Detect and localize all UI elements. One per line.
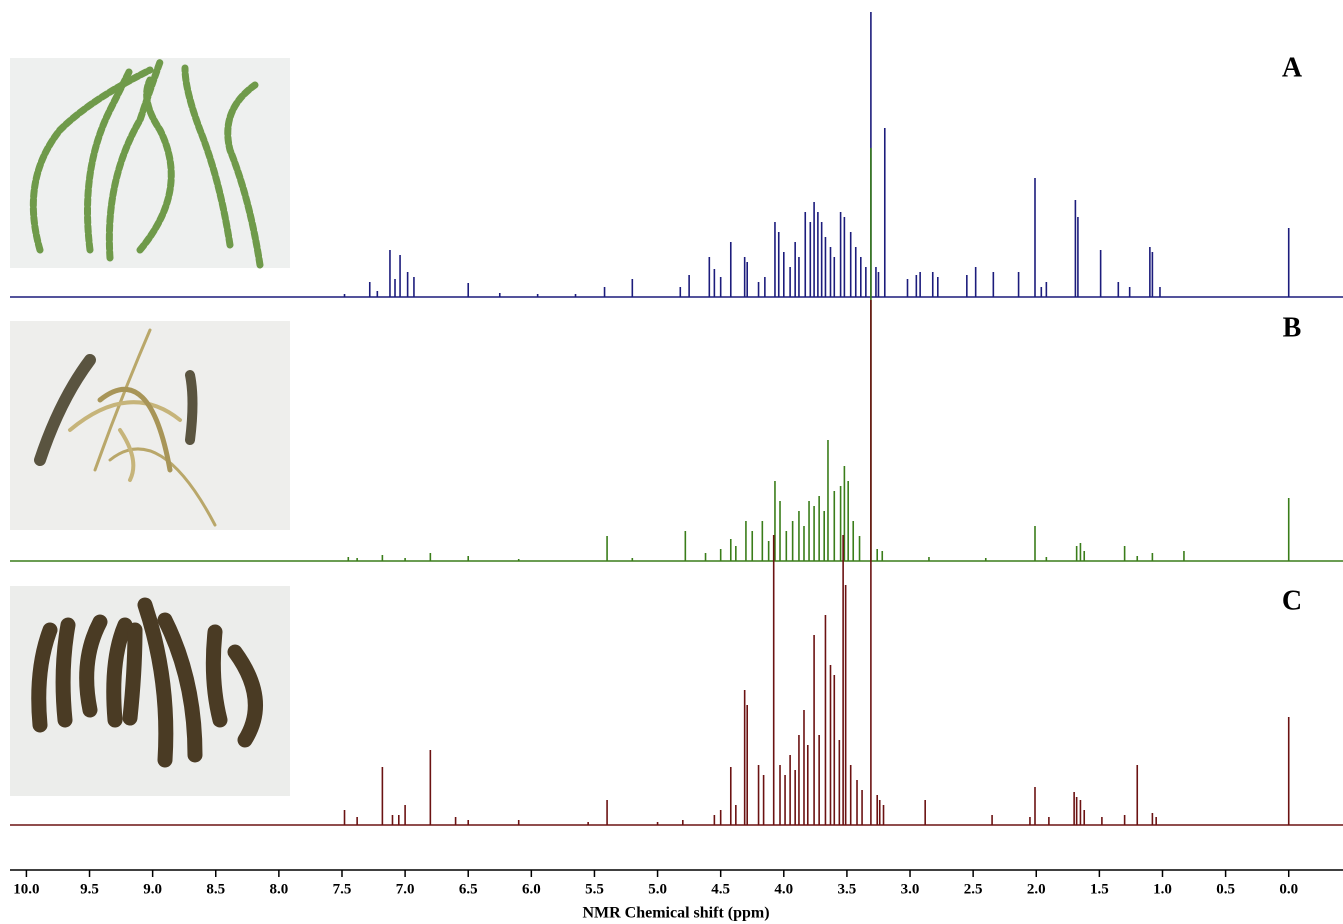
x-tick-label: 6.5 [459,881,478,897]
x-tick-label: 0.5 [1216,881,1235,897]
x-tick-label: 0.0 [1279,881,1298,897]
legend-label: B [1283,312,1302,343]
x-tick-label: 3.0 [901,881,920,897]
legend-label: A [1282,52,1303,83]
x-tick-label: 9.0 [143,881,162,897]
x-tick-label: 1.0 [1153,881,1172,897]
x-tick-label: 7.0 [396,881,415,897]
x-axis-title: NMR Chemical shift (ppm) [582,905,769,922]
x-tick-label: 5.0 [648,881,667,897]
legend-label: C [1282,585,1302,616]
x-tick-label: 7.5 [333,881,352,897]
x-tick-label: 4.0 [774,881,793,897]
x-tick-label: 6.0 [522,881,541,897]
x-tick-label: 9.5 [80,881,99,897]
x-tick-label: 5.5 [585,881,604,897]
x-tick-label: 4.5 [711,881,730,897]
x-tick-label: 2.0 [1027,881,1046,897]
x-tick-label: 10.0 [13,881,39,897]
x-tick-label: 8.5 [206,881,225,897]
x-tick-label: 8.0 [269,881,288,897]
x-tick-label: 2.5 [964,881,983,897]
x-tick-label: 3.5 [838,881,857,897]
photos [10,58,290,796]
x-tick-label: 1.5 [1090,881,1109,897]
